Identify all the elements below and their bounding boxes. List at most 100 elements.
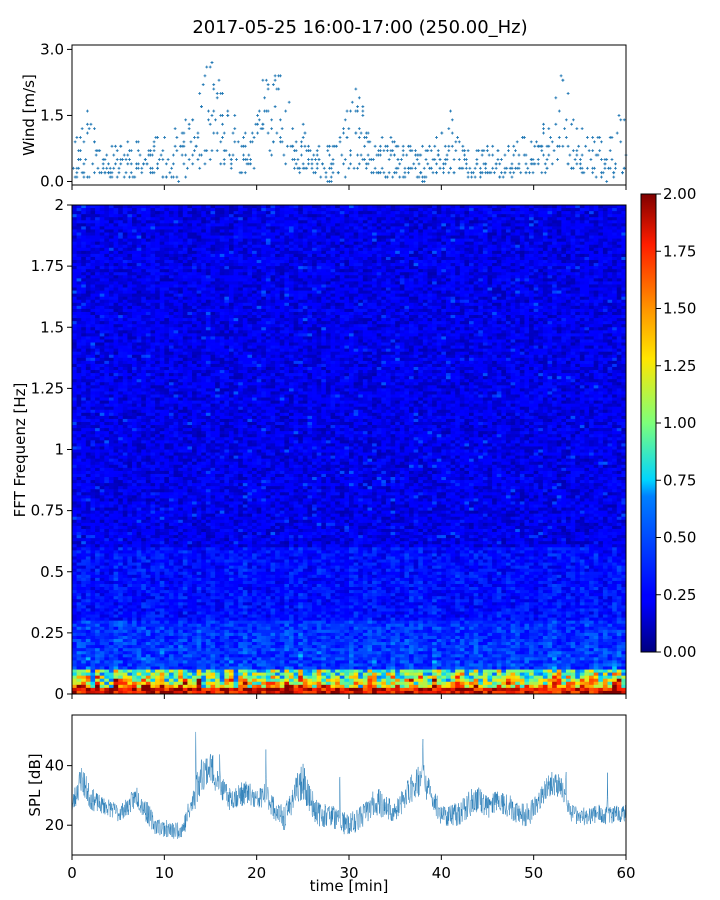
wind-point [79,149,82,153]
spectrogram-cell [372,260,377,264]
spectrogram-cell [298,296,304,301]
spectrogram-cell [556,266,562,270]
spectrogram-cell [561,299,567,304]
spectrogram-cell [556,241,562,246]
spectrogram-cell [173,244,179,249]
spectrogram-cell [132,226,137,230]
spectrogram-cell [118,293,124,297]
spectrogram-cell [256,287,262,291]
spectrogram-cell [621,269,627,273]
spectrogram-cell [492,302,498,307]
spectrogram-cell [85,205,91,209]
spectrogram-cell [607,278,613,282]
spectrogram-cell [247,266,253,270]
spectrogram-cell [607,235,613,239]
spectrogram-cell [612,302,618,307]
spectrogram-cell [501,287,507,291]
spectrogram-cell [607,217,613,221]
spectrogram-cell [90,232,96,236]
wind-point [619,140,623,144]
spectrogram-cell [196,278,202,282]
spectrogram-cell [335,229,341,233]
spectrogram-cell [173,278,179,282]
spectrogram-cell [72,217,77,221]
spectrogram-cell [436,281,442,285]
spectrogram-cell [367,290,373,294]
spectrogram-cell [104,247,110,252]
wind-point [310,162,314,166]
spectrogram-cell [99,211,105,215]
spectrogram-cell [127,244,133,249]
spectrogram-cell [270,263,276,267]
spectrogram-cell [279,217,285,221]
spectrogram-cell [205,263,211,267]
wind-panel: 0.01.53.0 Wind [m/s] [20,40,628,190]
spectrogram-cell [413,211,419,215]
spectrogram-cell [330,299,336,304]
spectrogram-cell [529,253,534,258]
spectrogram-cell [187,235,193,239]
wind-point [494,162,498,166]
spectrogram-cell [547,229,553,233]
spectrogram-cell [469,293,474,297]
spectrogram-cell [409,256,414,261]
spectrogram-cell [228,223,234,227]
spectrogram-cell [621,253,627,258]
spectrogram-cell [561,220,567,224]
spectrogram-cell [85,250,91,255]
spectrogram-cell [399,244,405,249]
spectrogram-cell [145,266,151,270]
spectrogram-cell [136,247,142,252]
spectrogram-cell [321,253,327,258]
spectrogram-cell [187,263,193,267]
spectrogram-cell [288,229,294,233]
spectrogram-cell [330,208,336,212]
spectrogram-cell [450,247,456,252]
spectrogram-cell [201,244,207,249]
spectrogram-cell [436,247,442,252]
spectrogram-cell [307,272,313,276]
spectrogram-cell [395,263,401,267]
spectrogram-cell [339,232,345,236]
spectrogram-cell [478,223,484,227]
spectrogram-cell [422,266,428,270]
spectrogram-cell [219,308,225,313]
spectrogram-cell [168,302,174,307]
spectrogram-cell [302,293,308,297]
spectrogram-cell [205,220,211,224]
spectrogram-cell [219,253,225,258]
spectrogram-cell [233,260,239,264]
spectrogram-cell [381,208,387,212]
spectrogram-cell [344,263,350,267]
spectrogram-cell [233,290,239,294]
spectrogram-cell [293,287,299,291]
spectrogram-cell [339,244,345,249]
spectrogram-cell [187,278,193,282]
spectrogram-cell [561,208,567,212]
spectrogram-cell [127,220,133,224]
spectrogram-cell [90,275,96,279]
spectrogram-cell [108,302,114,307]
spectrogram-cell [593,272,599,276]
wind-point [121,158,124,161]
wind-point [205,65,209,69]
spectrogram-cell [210,308,216,313]
spectrogram-cell [464,217,470,221]
spectrogram-cell [575,299,581,304]
spectrogram-cell [192,287,197,291]
spectrogram-cell [90,281,96,285]
spectrogram-cell [279,263,285,267]
spectrogram-cell [404,290,410,294]
spectrogram-cell [501,208,507,212]
spectrogram-cell [505,223,511,227]
spectrogram-cell [312,290,317,294]
wind-point [294,140,298,144]
spectrogram-cell [233,308,239,313]
spectrogram-cell [399,305,405,310]
spectrogram-cell [427,244,433,249]
spectrogram-cell [505,302,511,307]
spectrogram-cell [192,220,197,224]
spectrogram-cell [228,208,234,212]
wind-point [324,171,328,175]
wind-point [212,131,216,135]
